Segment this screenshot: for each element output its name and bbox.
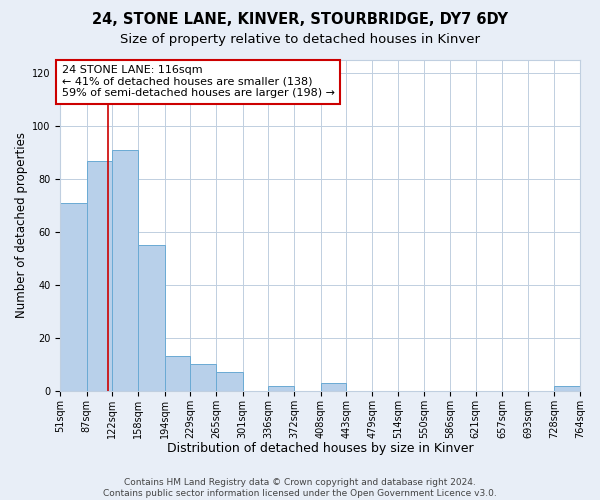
Bar — [112, 150, 139, 391]
Bar — [554, 386, 580, 391]
Bar — [61, 203, 86, 391]
Bar — [164, 356, 190, 391]
Bar — [139, 246, 164, 391]
Text: 24 STONE LANE: 116sqm
← 41% of detached houses are smaller (138)
59% of semi-det: 24 STONE LANE: 116sqm ← 41% of detached … — [62, 66, 335, 98]
X-axis label: Distribution of detached houses by size in Kinver: Distribution of detached houses by size … — [167, 442, 473, 455]
Bar — [320, 383, 346, 391]
Text: 24, STONE LANE, KINVER, STOURBRIDGE, DY7 6DY: 24, STONE LANE, KINVER, STOURBRIDGE, DY7… — [92, 12, 508, 28]
Bar — [217, 372, 242, 391]
Bar — [190, 364, 217, 391]
Bar — [268, 386, 295, 391]
Text: Size of property relative to detached houses in Kinver: Size of property relative to detached ho… — [120, 32, 480, 46]
Text: Contains HM Land Registry data © Crown copyright and database right 2024.
Contai: Contains HM Land Registry data © Crown c… — [103, 478, 497, 498]
Y-axis label: Number of detached properties: Number of detached properties — [15, 132, 28, 318]
Bar — [86, 160, 112, 391]
